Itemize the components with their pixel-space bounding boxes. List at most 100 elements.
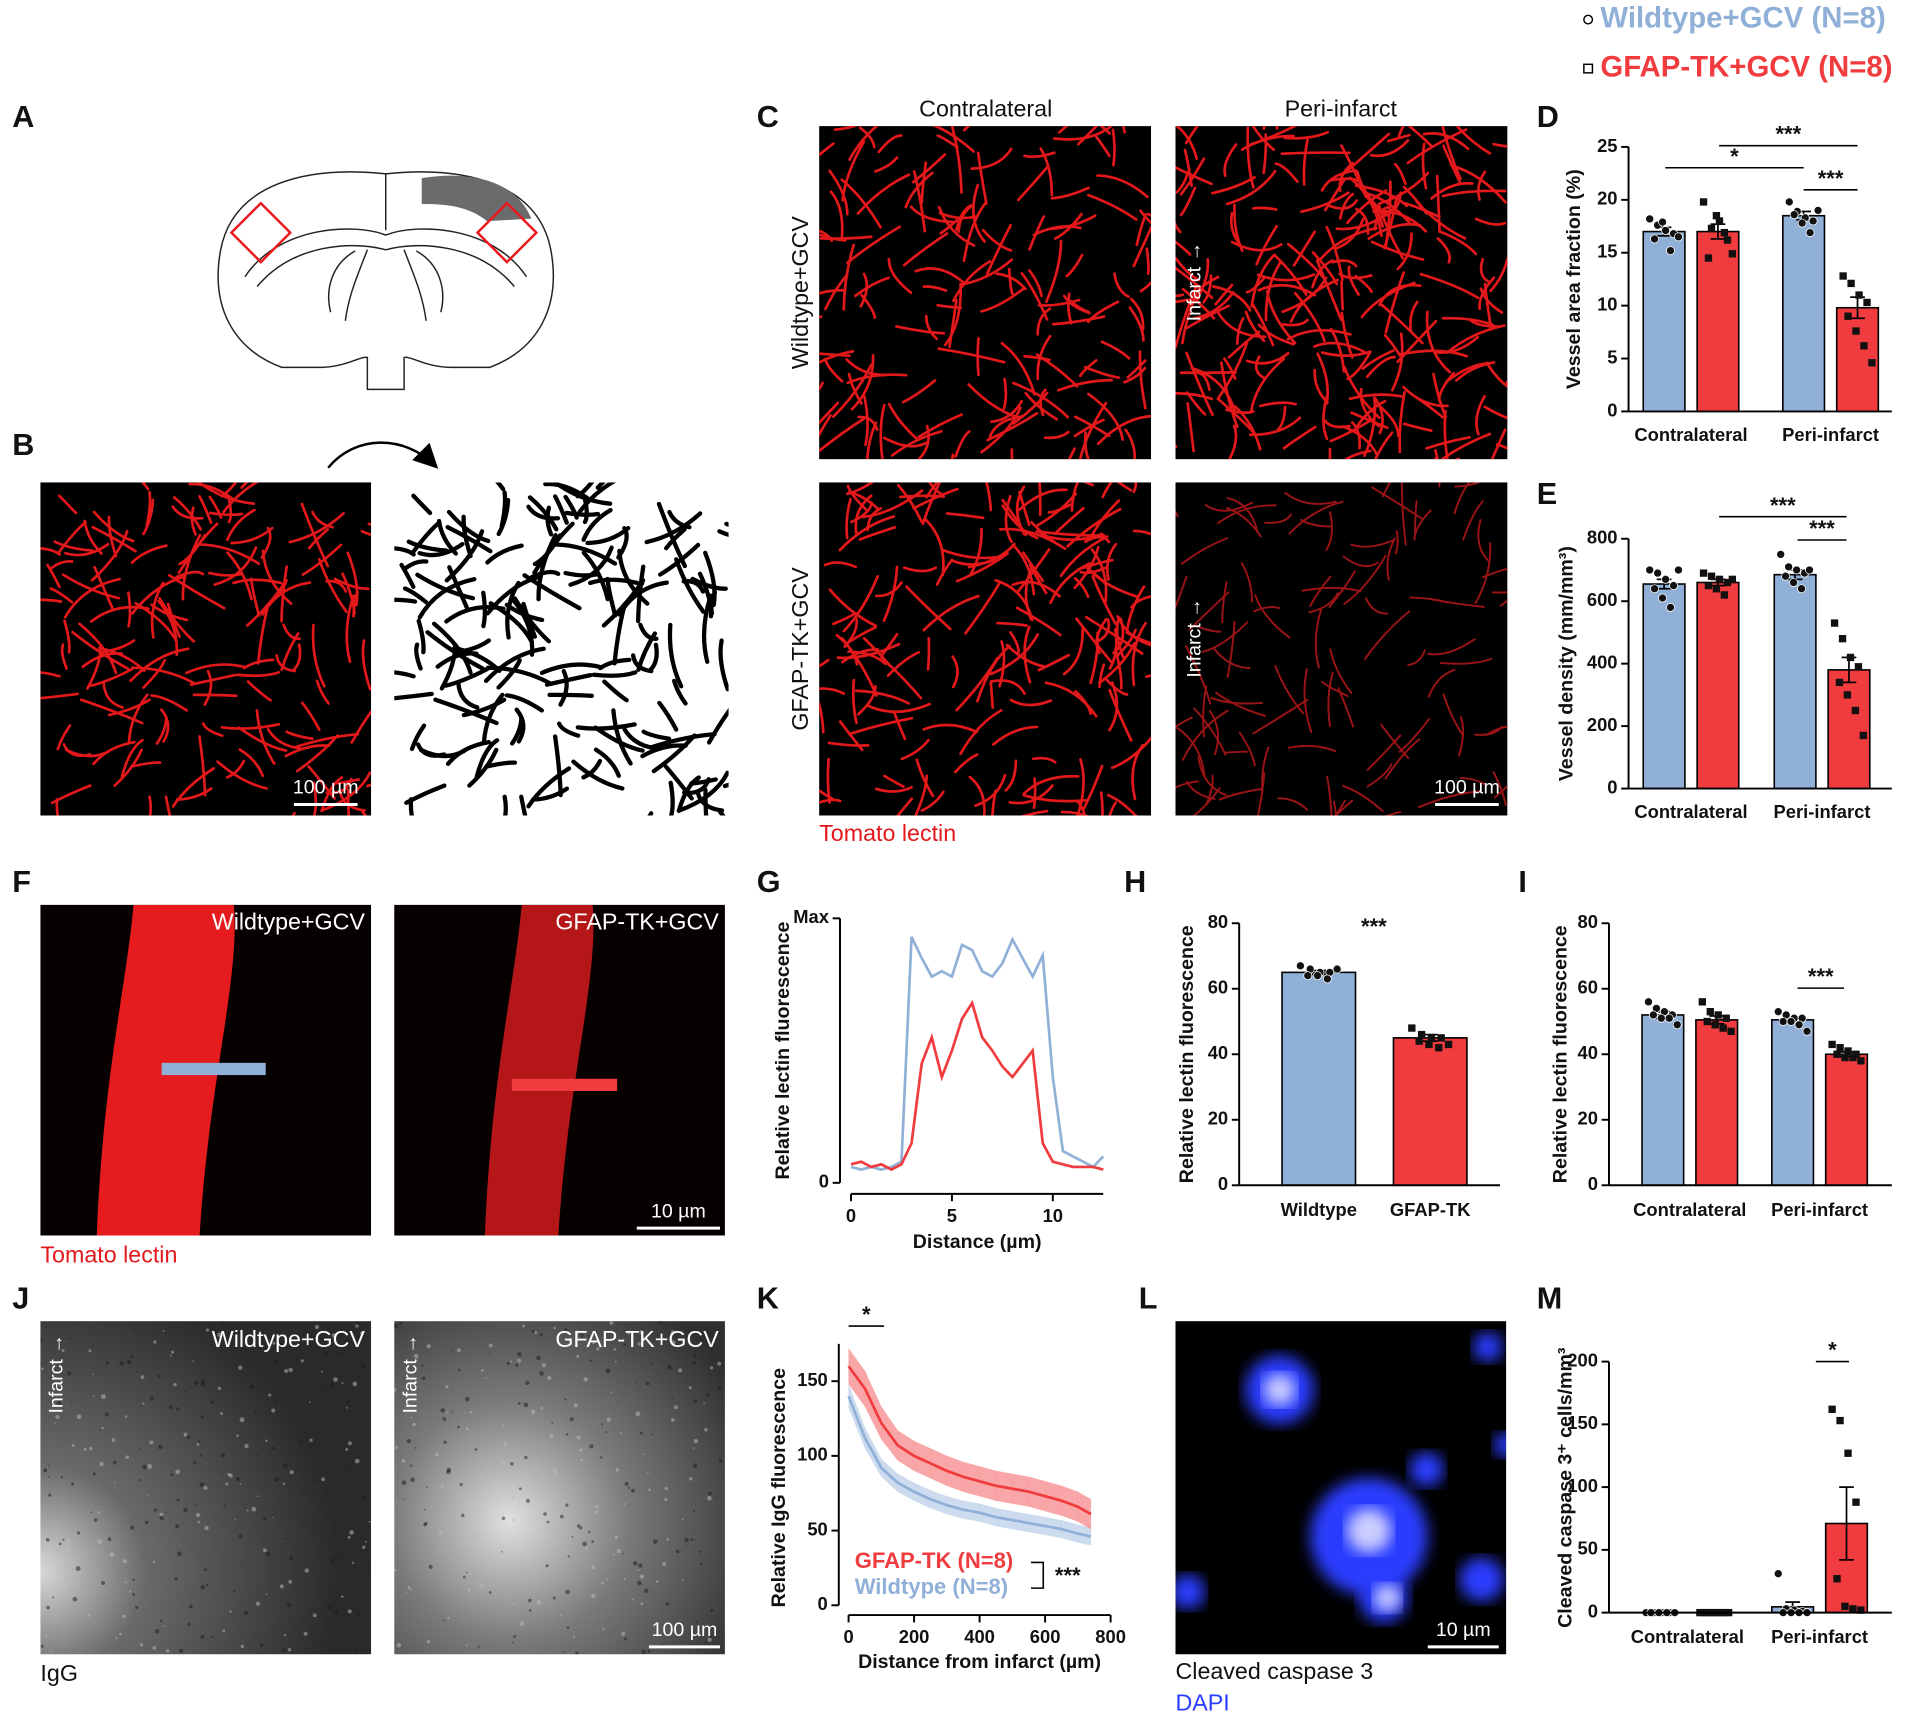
speckle-dot (693, 1438, 699, 1444)
vessel (1386, 537, 1397, 581)
vessel-texture (394, 482, 729, 816)
speckle-dot (220, 1412, 223, 1415)
vessel (284, 744, 331, 758)
speckle-dot (644, 1588, 649, 1593)
vessel (936, 134, 959, 149)
speckle-dot (614, 1360, 617, 1363)
speckle-dot (61, 1585, 67, 1591)
vessel (484, 904, 594, 1236)
vessel (238, 748, 265, 778)
vessel (1175, 443, 1178, 448)
data-point (1672, 1020, 1682, 1030)
vessel (1495, 443, 1508, 450)
vessel (1327, 671, 1334, 728)
y-tick-label: 0 (1607, 776, 1617, 797)
vessel (63, 577, 121, 619)
vessel (638, 622, 659, 641)
x-tick-label: 0 (843, 1626, 853, 1647)
speckle-dot (197, 1520, 201, 1524)
speckle-dot (312, 1478, 316, 1482)
vessel (1008, 784, 1054, 805)
vessel (819, 701, 825, 734)
vessel (481, 692, 505, 745)
vessel (901, 379, 937, 404)
speckle-dot (623, 1343, 626, 1347)
vessel (1218, 788, 1262, 801)
vessel (543, 482, 592, 502)
vessel (602, 679, 629, 703)
vessel (361, 810, 368, 816)
vessel (859, 126, 876, 149)
vessel (150, 694, 189, 712)
vessel (1249, 357, 1286, 414)
panel-letter: A (12, 100, 34, 134)
speckle-dot (690, 1632, 695, 1637)
vessel (361, 639, 372, 691)
vessel (502, 794, 508, 816)
speckle-dot (410, 1416, 413, 1419)
vessel (285, 730, 314, 741)
vessel (261, 581, 312, 616)
vessel (1073, 577, 1090, 599)
speckle-dot (652, 1539, 658, 1544)
vessel (591, 670, 638, 678)
vessel (836, 642, 901, 660)
vessel (185, 663, 246, 675)
vessel (558, 668, 569, 707)
data-point (1854, 663, 1863, 671)
vessel (557, 721, 581, 738)
vessel (1378, 283, 1422, 307)
speckle-dot (283, 1634, 287, 1637)
speckle-dot (615, 1467, 620, 1472)
speckle-dot (670, 1340, 676, 1346)
vessel (819, 658, 830, 668)
speckle-dot (200, 1415, 204, 1419)
speckle-dot (76, 1414, 82, 1420)
speckle-dot (177, 1551, 182, 1557)
panel-letter: F (12, 865, 31, 899)
speckle-dot (717, 1361, 722, 1366)
vessel (697, 571, 715, 616)
speckle-dot (616, 1548, 622, 1554)
speckle-dot (369, 1648, 372, 1652)
vessel (53, 540, 94, 552)
vessel (1430, 181, 1474, 200)
vessel (1381, 482, 1392, 498)
vessel (1047, 503, 1072, 514)
speckle-dot (139, 1479, 142, 1482)
data-point (1852, 1498, 1860, 1506)
vessel (49, 587, 74, 604)
vessel (1067, 292, 1073, 325)
vessel (1264, 513, 1293, 524)
vessel (1373, 205, 1389, 231)
vessel (1074, 415, 1111, 438)
speckle-dot (575, 1330, 579, 1334)
data-point (1661, 226, 1671, 235)
vessel (1340, 280, 1344, 311)
vessel (1245, 277, 1266, 294)
legend-label: GFAP-TK+GCV (N=8) (1600, 50, 1892, 83)
micrograph (40, 482, 372, 816)
speckle-dot (406, 1439, 411, 1444)
y-axis-title: Relative IgG fluorescence (768, 1368, 790, 1607)
speckle-dot (693, 1399, 698, 1404)
vessel (1372, 209, 1428, 233)
vessel (1226, 497, 1259, 534)
speckle-dot (200, 1634, 205, 1639)
speckle-dot (44, 1634, 48, 1637)
vessel (989, 633, 1039, 676)
vessel (1108, 688, 1133, 742)
vessel (1254, 355, 1266, 380)
vessel (854, 494, 873, 536)
vessel (832, 363, 873, 418)
speckle-dot (339, 1330, 344, 1334)
vessel (245, 578, 288, 627)
vessel (1275, 405, 1287, 433)
speckle-dot (552, 1468, 557, 1473)
data-point (1703, 1017, 1711, 1026)
vessel (622, 727, 659, 751)
vessel-texture (819, 126, 1152, 460)
speckle-dot (675, 1549, 680, 1554)
legend-marker (1583, 14, 1594, 25)
profile-line (161, 1062, 266, 1076)
